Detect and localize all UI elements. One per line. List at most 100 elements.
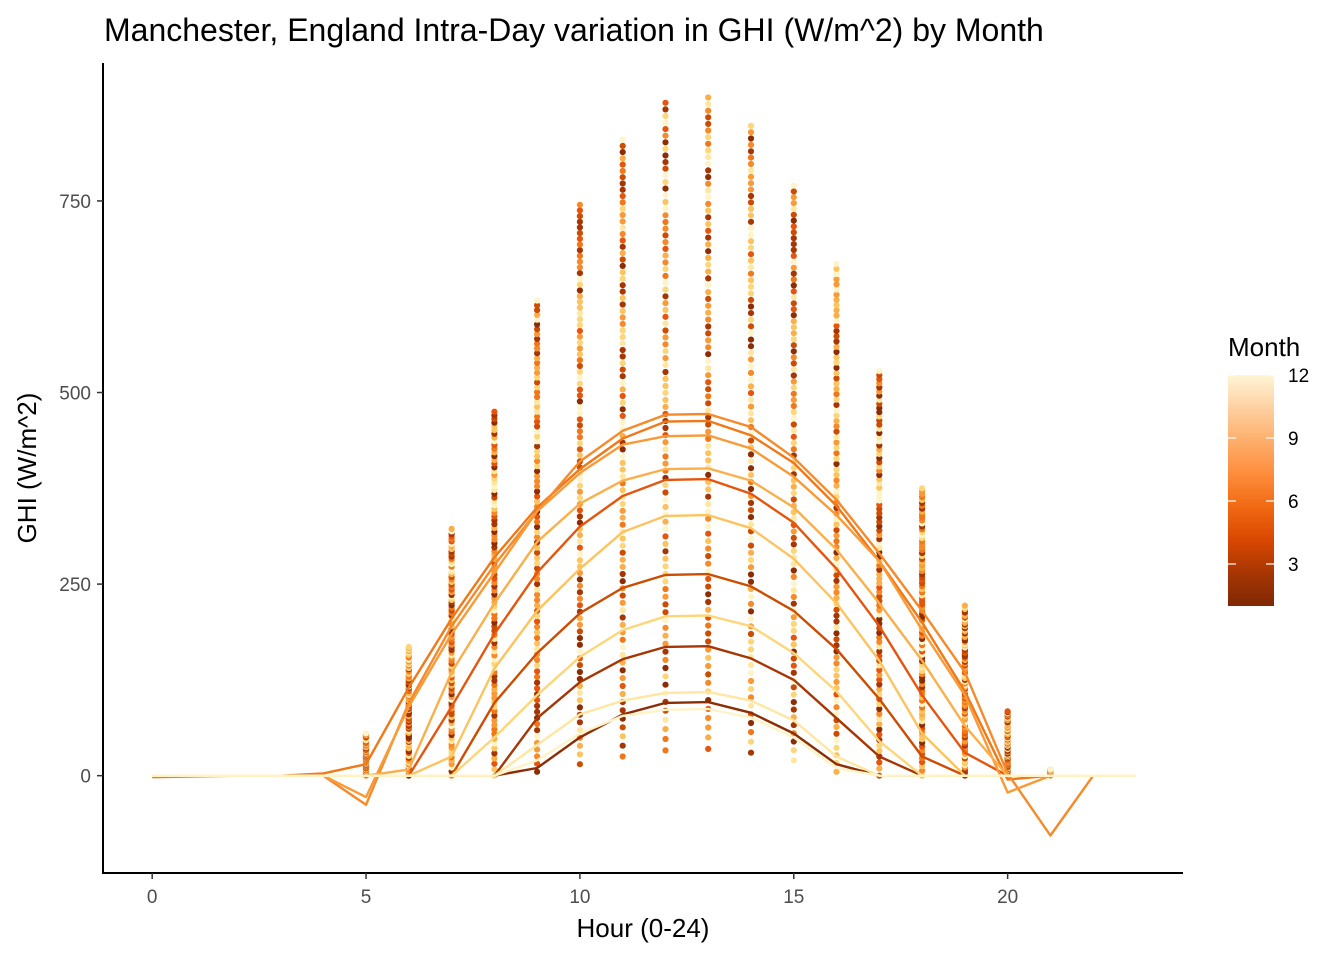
observation-point: [790, 593, 797, 601]
observation-point: [619, 269, 626, 276]
observation-point: [534, 302, 541, 309]
observation-point: [961, 602, 969, 609]
observation-point: [576, 392, 584, 399]
observation-point: [705, 309, 712, 316]
observation-point: [576, 230, 584, 237]
observation-point: [705, 248, 712, 255]
observation-point: [534, 307, 541, 314]
observation-point: [705, 435, 712, 442]
observation-point: [747, 514, 755, 521]
observation-point: [833, 265, 840, 272]
observation-point: [619, 682, 626, 690]
observation-point: [790, 627, 797, 634]
observation-point: [619, 412, 626, 419]
observation-point: [705, 351, 712, 358]
observation-point: [491, 750, 498, 757]
observation-point: [619, 282, 626, 289]
y-tick-label: 750: [59, 192, 91, 213]
observation-point: [662, 548, 669, 555]
observation-point: [876, 580, 883, 587]
observation-point: [876, 584, 883, 591]
observation-point: [662, 578, 669, 585]
observation-point: [619, 742, 626, 749]
observation-point: [747, 135, 755, 142]
observation-point: [662, 681, 669, 688]
observation-point: [705, 386, 712, 393]
observation-point: [747, 578, 755, 585]
observation-point: [833, 572, 840, 579]
observation-point: [619, 256, 626, 263]
observation-point: [790, 409, 797, 416]
observation-point: [491, 745, 498, 752]
observation-point: [833, 768, 840, 775]
observation-point: [662, 172, 669, 179]
observation-point: [534, 560, 541, 567]
observation-point: [790, 354, 797, 361]
observation-point: [662, 272, 669, 279]
observation-point: [576, 641, 584, 648]
observation-point: [576, 488, 584, 495]
observation-point: [790, 300, 797, 307]
observation-point: [619, 199, 626, 206]
observation-point: [747, 369, 755, 376]
observation-point: [833, 364, 840, 371]
observation-point: [705, 583, 712, 590]
observation-point: [790, 662, 797, 669]
observation-point: [619, 186, 626, 193]
observation-point: [705, 147, 712, 154]
observation-point: [833, 423, 840, 430]
observation-point: [747, 549, 755, 556]
observation-point: [833, 338, 840, 345]
observation-point: [662, 540, 669, 548]
observation-point: [747, 485, 755, 493]
observation-point: [534, 297, 541, 304]
observation-point: [747, 410, 755, 417]
observation-point: [833, 560, 840, 567]
observation-point: [662, 245, 669, 252]
observation-point: [662, 460, 669, 467]
observation-point: [790, 258, 797, 265]
observation-point: [833, 527, 840, 534]
observation-point: [619, 288, 626, 295]
observation-point: [662, 341, 669, 348]
observation-point: [705, 337, 712, 344]
observation-point: [790, 528, 797, 535]
observation-point: [833, 482, 840, 489]
observation-point: [576, 434, 584, 441]
observation-point: [790, 515, 797, 522]
observation-point: [876, 747, 883, 755]
observation-point: [534, 493, 541, 500]
observation-point: [747, 349, 755, 356]
observation-point: [705, 101, 712, 108]
observation-point: [833, 417, 840, 424]
observation-point: [576, 635, 584, 642]
observation-point: [491, 717, 498, 724]
observation-point: [705, 421, 712, 428]
observation-point: [876, 676, 883, 683]
observation-point: [876, 493, 883, 500]
observation-point: [619, 340, 626, 347]
observation-point: [790, 330, 797, 337]
observation-point: [790, 246, 797, 254]
observation-point: [662, 293, 669, 300]
observation-point: [876, 726, 883, 733]
observation-point: [833, 737, 840, 744]
observation-point: [576, 668, 584, 676]
observation-point: [619, 644, 626, 651]
x-axis-title: Hour (0-24): [577, 913, 710, 943]
observation-point: [705, 486, 712, 493]
observation-point: [534, 458, 541, 465]
observation-point: [534, 529, 541, 536]
observation-point: [662, 327, 669, 334]
observation-point: [619, 570, 626, 578]
observation-point: [619, 237, 626, 244]
observation-point: [576, 476, 584, 483]
legend-tick-label: 9: [1288, 429, 1299, 450]
observation-point: [705, 450, 712, 457]
observation-point: [790, 706, 797, 713]
observation-point: [534, 443, 541, 450]
observation-point: [534, 662, 541, 669]
observation-point: [876, 527, 883, 534]
observation-point: [876, 765, 883, 772]
month-line-12: [152, 707, 1136, 777]
